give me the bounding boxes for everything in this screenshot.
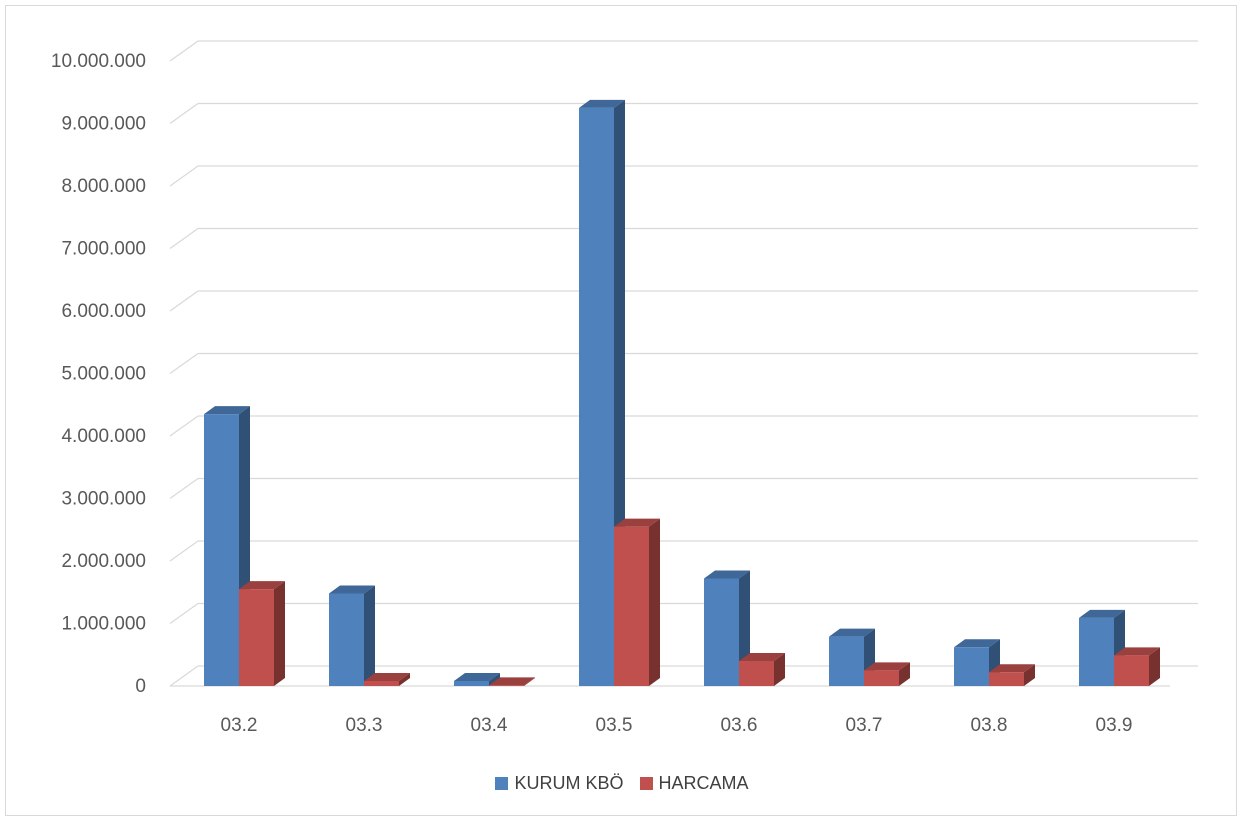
y-tick-label: 8.000.000: [61, 176, 146, 197]
y-tick-label: 9.000.000: [61, 114, 146, 135]
bar-top-1: [1079, 609, 1125, 618]
bar-series-1: [829, 636, 864, 686]
x-tick-label: 03.8: [971, 715, 1008, 736]
legend-item-series-2: HARCAMA: [639, 772, 749, 794]
y-tick-label: 10.000.000: [51, 51, 146, 72]
bar-side-2: [274, 581, 285, 686]
legend: KURUM KBÖ HARCAMA: [0, 770, 1244, 796]
bar-series-2: [989, 672, 1024, 686]
bar-side-1: [489, 673, 500, 686]
x-tick-label: 03.9: [1096, 715, 1133, 736]
bar-series-2: [864, 670, 899, 686]
bar-series-2: [739, 661, 774, 686]
gridline-side: [169, 353, 199, 374]
bar-series-2: [614, 526, 649, 686]
bar-series-1: [204, 414, 239, 686]
bar-series-1: [1079, 617, 1114, 686]
gridline-side: [169, 665, 199, 687]
y-tick-label: 5.000.000: [61, 364, 146, 385]
x-tick-label: 03.4: [471, 715, 508, 736]
bar-side-2: [774, 653, 785, 686]
x-tick-label: 03.7: [846, 715, 883, 736]
bar-top-1: [329, 585, 375, 594]
bar-top-2: [739, 653, 785, 661]
x-tick-label: 03.6: [721, 715, 758, 736]
legend-swatch-series-1: [495, 776, 509, 790]
bar-series-1: [954, 647, 989, 686]
gridline-side: [169, 540, 199, 562]
bar-series-1: [329, 593, 364, 686]
y-tick-label: 6.000.000: [61, 301, 146, 322]
bar-top-1: [954, 639, 1000, 648]
x-tick-label: 03.5: [596, 715, 633, 736]
bar-top-2: [489, 677, 535, 686]
bar-side-2: [1149, 647, 1160, 686]
bar-side-2: [649, 518, 660, 686]
bar-series-2: [489, 685, 524, 686]
bar-side-2: [524, 677, 535, 686]
bar-series-1: [579, 107, 614, 686]
gridline-side: [169, 40, 199, 62]
bar-series-2: [239, 589, 274, 686]
gridline-side: [169, 165, 199, 187]
bar-side-2: [899, 662, 910, 686]
bar-side-1: [364, 585, 375, 686]
y-tick-label: 0: [135, 676, 146, 697]
bar-side-2: [1024, 664, 1035, 686]
bar-series-1: [454, 681, 489, 686]
gridline-side: [169, 603, 199, 624]
bar-series-2: [1114, 655, 1149, 686]
gridline-side: [169, 290, 199, 312]
bar-top-2: [614, 518, 660, 527]
y-tick-label: 7.000.000: [61, 239, 146, 260]
legend-swatch-series-2: [639, 776, 653, 790]
y-tick-label: 1.000.000: [61, 614, 146, 635]
bar-top-1: [204, 406, 250, 415]
bar-top-1: [454, 673, 500, 681]
chart-frame: [5, 5, 1237, 816]
gridline-side: [169, 415, 199, 437]
bar-top-1: [579, 99, 625, 108]
gridline-side: [169, 228, 199, 249]
legend-label-series-2: HARCAMA: [658, 772, 749, 793]
legend-item-series-1: KURUM KBÖ: [495, 772, 624, 794]
bar-top-2: [989, 664, 1035, 673]
bar-series-2: [364, 681, 399, 686]
bar-top-2: [1114, 647, 1160, 656]
bar-top-2: [864, 662, 910, 671]
legend-label-series-1: KURUM KBÖ: [514, 772, 624, 793]
gridline-side: [169, 103, 199, 124]
gridline-side: [169, 478, 199, 499]
x-tick-label: 03.3: [346, 715, 383, 736]
y-tick-label: 4.000.000: [61, 426, 146, 447]
bar-top-2: [364, 673, 410, 681]
bar-top-1: [704, 570, 750, 579]
y-tick-label: 3.000.000: [61, 489, 146, 510]
y-tick-label: 2.000.000: [61, 551, 146, 572]
x-tick-label: 03.2: [221, 715, 258, 736]
bar-series-1: [704, 578, 739, 686]
bar-top-2: [239, 581, 285, 590]
bar-top-1: [829, 628, 875, 637]
bar-side-2: [399, 673, 410, 686]
